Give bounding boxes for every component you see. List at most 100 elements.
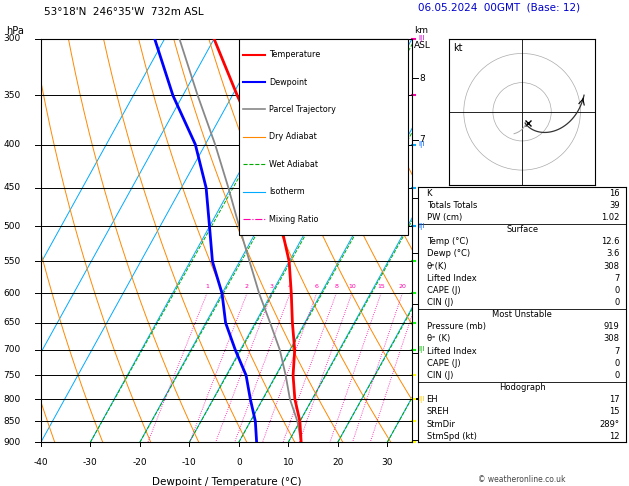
Text: 2: 2 [245,284,249,289]
Text: StmSpd (kt): StmSpd (kt) [426,432,476,441]
Text: 20: 20 [332,458,343,468]
Text: Lifted Index: Lifted Index [426,274,476,283]
Text: 12.6: 12.6 [601,237,620,246]
Text: 308: 308 [604,334,620,344]
Text: 700: 700 [3,346,21,354]
Text: © weatheronline.co.uk: © weatheronline.co.uk [478,474,566,484]
Text: 919: 919 [604,322,620,331]
Text: θᵉ(K): θᵉ(K) [426,261,447,271]
Text: 8: 8 [334,284,338,289]
Text: -40: -40 [33,458,48,468]
Text: Mixing Ratio (g/kg): Mixing Ratio (g/kg) [452,204,461,277]
FancyBboxPatch shape [240,39,408,235]
Text: 10: 10 [348,284,355,289]
Text: -30: -30 [83,458,97,468]
Text: 0: 0 [615,298,620,307]
Text: 6: 6 [314,284,318,289]
Text: hPa: hPa [6,26,24,36]
Text: CIN (J): CIN (J) [426,371,453,380]
Text: 15: 15 [609,407,620,417]
Text: ASL: ASL [414,41,431,51]
Text: EH: EH [426,395,438,404]
Text: Temperature: Temperature [269,50,320,59]
Text: 3: 3 [270,284,274,289]
Text: 500: 500 [3,222,21,231]
Text: 10: 10 [282,458,294,468]
Text: 06.05.2024  00GMT  (Base: 12): 06.05.2024 00GMT (Base: 12) [418,2,581,12]
Text: -10: -10 [182,458,197,468]
Text: 750: 750 [3,371,21,380]
Text: 550: 550 [3,257,21,266]
Text: km: km [414,26,428,35]
Text: Most Unstable: Most Unstable [492,310,552,319]
Text: Hodograph: Hodograph [499,383,545,392]
Text: 600: 600 [3,289,21,298]
Text: PW (cm): PW (cm) [426,213,462,222]
Text: Wet Adiabat: Wet Adiabat [269,160,318,169]
Text: l|l: l|l [418,35,425,42]
Text: 20: 20 [398,284,406,289]
Text: θᵉ (K): θᵉ (K) [426,334,450,344]
Text: 289°: 289° [599,419,620,429]
Text: 30: 30 [382,458,393,468]
Text: Dewpoint: Dewpoint [269,78,307,87]
Text: Dewp (°C): Dewp (°C) [426,249,470,259]
Text: 12: 12 [609,432,620,441]
Text: Dry Adiabat: Dry Adiabat [269,132,317,141]
Text: LCL: LCL [420,395,433,403]
Text: 450: 450 [3,183,21,192]
Text: 7: 7 [615,274,620,283]
Text: StmDir: StmDir [426,419,455,429]
Text: 308: 308 [604,261,620,271]
Text: 7: 7 [420,136,425,144]
Text: 6: 6 [420,194,425,203]
Text: 2: 2 [420,393,425,402]
Text: 3.6: 3.6 [606,249,620,259]
Text: 300: 300 [3,35,21,43]
Text: 1: 1 [420,436,425,445]
Text: Isotherm: Isotherm [269,187,305,196]
Text: 39: 39 [609,201,620,210]
Text: 16: 16 [609,189,620,198]
Text: CAPE (J): CAPE (J) [426,286,460,295]
Text: 53°18'N  246°35'W  732m ASL: 53°18'N 246°35'W 732m ASL [44,7,204,17]
Text: SREH: SREH [426,407,449,417]
Text: 400: 400 [3,140,21,149]
Text: 0: 0 [615,359,620,368]
Text: Totals Totals: Totals Totals [426,201,477,210]
Text: 5: 5 [420,248,425,257]
Text: 7: 7 [615,347,620,356]
Text: Surface: Surface [506,225,538,234]
Text: Lifted Index: Lifted Index [426,347,476,356]
Text: 900: 900 [3,438,21,447]
Text: 850: 850 [3,417,21,426]
Text: 800: 800 [3,395,21,403]
Text: K: K [426,189,432,198]
Text: CAPE (J): CAPE (J) [426,359,460,368]
Text: Dewpoint / Temperature (°C): Dewpoint / Temperature (°C) [152,477,301,486]
Text: Parcel Trajectory: Parcel Trajectory [269,105,336,114]
Text: CIN (J): CIN (J) [426,298,453,307]
Text: 0: 0 [236,458,242,468]
Text: 17: 17 [609,395,620,404]
Text: 4: 4 [420,299,425,308]
Text: Pressure (mb): Pressure (mb) [426,322,486,331]
Text: l|l: l|l [418,141,425,148]
Text: 3: 3 [420,348,425,357]
Text: kt: kt [454,43,463,53]
Text: 0: 0 [615,286,620,295]
Text: 0: 0 [615,371,620,380]
Text: Mixing Ratio: Mixing Ratio [269,215,319,224]
Text: Temp (°C): Temp (°C) [426,237,468,246]
Text: 1.02: 1.02 [601,213,620,222]
Text: 4: 4 [288,284,292,289]
Text: 350: 350 [3,91,21,100]
Text: l|l: l|l [418,396,425,402]
Text: l|l: l|l [418,347,425,353]
Text: 15: 15 [377,284,385,289]
Text: -20: -20 [133,458,147,468]
Text: 650: 650 [3,318,21,327]
Text: 1: 1 [205,284,209,289]
Text: 8: 8 [420,74,425,83]
Text: l|l: l|l [418,223,425,230]
